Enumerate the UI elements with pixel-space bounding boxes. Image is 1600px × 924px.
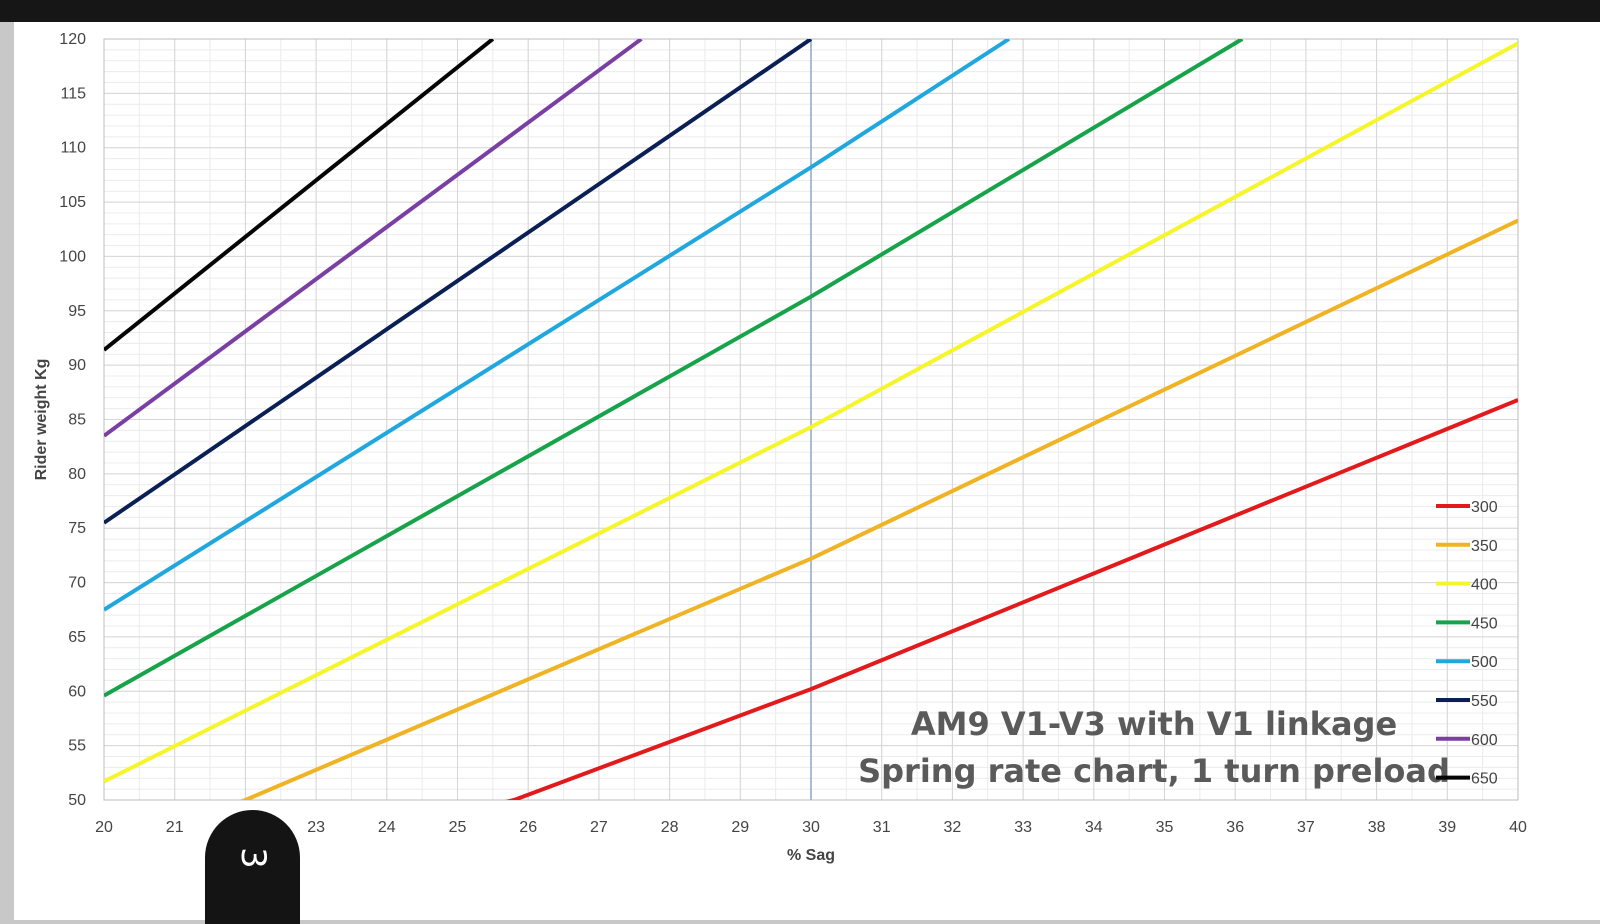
legend-label-300: 300 bbox=[1471, 499, 1498, 516]
y-tick-label: 75 bbox=[68, 520, 86, 537]
legend-label-550: 550 bbox=[1471, 693, 1498, 710]
x-tick-label: 20 bbox=[95, 819, 113, 836]
series-line-500 bbox=[104, 39, 1011, 612]
y-tick-label: 115 bbox=[60, 85, 86, 102]
series-line-650 bbox=[104, 39, 495, 352]
chart-sheet: 2021222324252627282930313233343536373839… bbox=[14, 22, 1600, 920]
x-tick-label: 35 bbox=[1156, 819, 1174, 836]
x-tick-label: 29 bbox=[731, 819, 749, 836]
series-line-550 bbox=[104, 39, 813, 525]
y-tick-label: 95 bbox=[68, 303, 86, 320]
legend-label-350: 350 bbox=[1471, 538, 1498, 555]
spring-rate-chart: 2021222324252627282930313233343536373839… bbox=[33, 31, 1527, 864]
x-tick-label: 30 bbox=[802, 819, 820, 836]
top-bar bbox=[0, 0, 1600, 22]
series-line-300 bbox=[504, 398, 1518, 800]
y-tick-label: 70 bbox=[68, 575, 86, 592]
y-tick-label: 100 bbox=[59, 248, 86, 265]
series-line-400 bbox=[104, 41, 1518, 784]
x-tick-label: 39 bbox=[1438, 819, 1456, 836]
x-tick-label: 38 bbox=[1368, 819, 1386, 836]
page-number-tab[interactable]: 3 bbox=[205, 810, 300, 924]
y-tick-label: 105 bbox=[59, 194, 86, 211]
x-tick-label: 31 bbox=[873, 819, 891, 836]
page-number: 3 bbox=[232, 847, 273, 869]
y-tick-label: 80 bbox=[68, 466, 86, 483]
x-tick-label: 21 bbox=[166, 819, 184, 836]
series-line-450 bbox=[104, 39, 1244, 698]
y-tick-label: 90 bbox=[68, 357, 86, 374]
legend-label-650: 650 bbox=[1471, 771, 1498, 788]
x-tick-label: 32 bbox=[944, 819, 962, 836]
y-tick-label: 60 bbox=[68, 683, 86, 700]
x-tick-label: 27 bbox=[590, 819, 608, 836]
x-tick-label: 37 bbox=[1297, 819, 1315, 836]
x-tick-label: 34 bbox=[1085, 819, 1103, 836]
y-tick-label: 85 bbox=[68, 412, 86, 429]
y-axis-label: Rider weight Kg bbox=[33, 359, 50, 481]
y-tick-label: 65 bbox=[68, 629, 86, 646]
series-line-600 bbox=[104, 39, 643, 438]
y-tick-label: 120 bbox=[59, 31, 86, 48]
legend-label-600: 600 bbox=[1471, 732, 1498, 749]
y-tick-label: 50 bbox=[68, 792, 86, 809]
series-line-350 bbox=[239, 218, 1518, 800]
x-axis-label: % Sag bbox=[787, 847, 835, 864]
x-tick-label: 36 bbox=[1226, 819, 1244, 836]
x-tick-label: 28 bbox=[661, 819, 679, 836]
x-tick-label: 26 bbox=[519, 819, 537, 836]
x-tick-label: 40 bbox=[1509, 819, 1527, 836]
x-tick-label: 23 bbox=[307, 819, 325, 836]
x-tick-label: 24 bbox=[378, 819, 396, 836]
x-tick-label: 25 bbox=[449, 819, 467, 836]
x-tick-label: 33 bbox=[1014, 819, 1032, 836]
legend-label-450: 450 bbox=[1471, 615, 1498, 632]
y-tick-label: 55 bbox=[68, 738, 86, 755]
legend-label-500: 500 bbox=[1471, 654, 1498, 671]
y-tick-label: 110 bbox=[60, 140, 86, 157]
legend-label-400: 400 bbox=[1471, 577, 1498, 594]
chart-annotation-line: Spring rate chart, 1 turn preload bbox=[858, 752, 1450, 790]
chart-annotation-line: AM9 V1-V3 with V1 linkage bbox=[911, 705, 1397, 743]
